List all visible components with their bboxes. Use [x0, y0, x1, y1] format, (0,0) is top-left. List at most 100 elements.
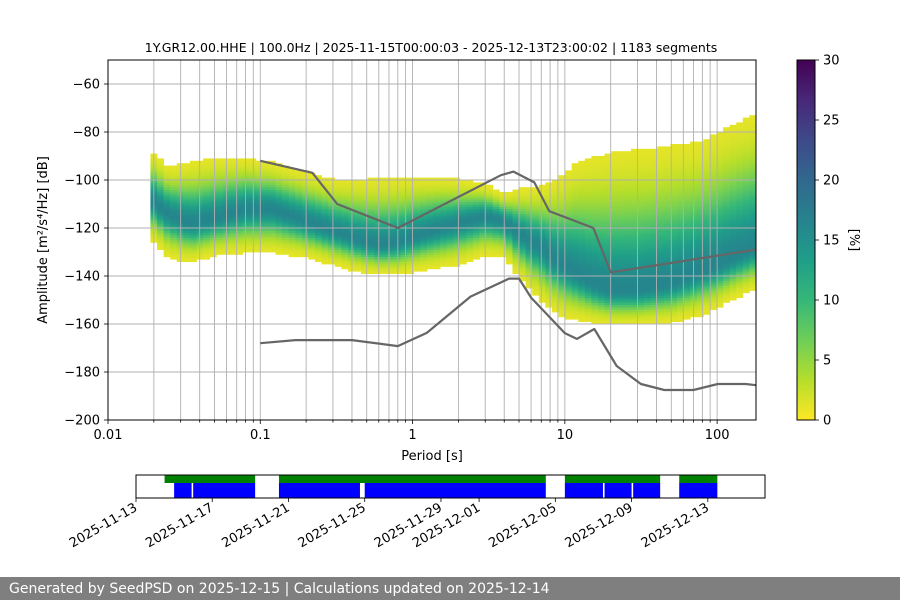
psd-heatmap-cell [453, 192, 461, 195]
psd-heatmap-cell [630, 175, 638, 178]
psd-heatmap-cell [663, 300, 671, 303]
psd-heatmap-cell [716, 184, 724, 188]
psd-heatmap-cell [565, 196, 573, 200]
psd-heatmap-cell [709, 165, 717, 169]
psd-heatmap-cell [446, 220, 454, 224]
psd-heatmap-cell [525, 276, 533, 279]
psd-heatmap-cell [709, 151, 717, 154]
psd-heatmap-cell [742, 187, 750, 190]
psd-heatmap-cell [709, 184, 717, 188]
psd-heatmap-cell [565, 182, 573, 186]
psd-heatmap-cell [387, 199, 395, 202]
psd-heatmap-cell [466, 228, 474, 231]
psd-heatmap-cell [512, 213, 520, 217]
psd-heatmap-cell [209, 201, 217, 205]
psd-heatmap-cell [630, 290, 638, 294]
psd-heatmap-cell [663, 192, 671, 195]
psd-heatmap-cell [453, 218, 461, 222]
psd-heatmap-cell [242, 240, 250, 243]
psd-heatmap-cell [262, 204, 270, 207]
psd-heatmap-cell [236, 211, 243, 214]
psd-heatmap-cell [532, 283, 540, 286]
psd-heatmap-cell [591, 302, 599, 306]
psd-heatmap-cell [611, 259, 619, 262]
psd-heatmap-cell [617, 151, 625, 154]
psd-heatmap-cell [630, 319, 638, 322]
psd-heatmap-cell [657, 309, 665, 313]
psd-heatmap-cell [512, 216, 520, 219]
psd-heatmap-cell [644, 292, 652, 296]
psd-heatmap-cell [170, 194, 178, 198]
psd-heatmap-cell [670, 184, 678, 188]
psd-heatmap-cell [446, 208, 454, 212]
psd-heatmap-cell [742, 230, 750, 234]
psd-heatmap-cell [650, 168, 658, 171]
psd-heatmap-cell [315, 254, 322, 258]
psd-heatmap-cell [709, 139, 717, 142]
psd-heatmap-cell [716, 156, 724, 159]
psd-heatmap-cell [479, 235, 487, 238]
psd-heatmap-cell [440, 187, 448, 190]
psd-heatmap-cell [492, 201, 500, 205]
psd-heatmap-cell [578, 163, 586, 166]
psd-heatmap-cell [183, 177, 191, 181]
psd-heatmap-cell [617, 314, 625, 318]
psd-heatmap-cell [242, 247, 250, 250]
psd-heatmap-cell [598, 163, 606, 166]
psd-heatmap-cell [571, 266, 579, 270]
psd-heatmap-cell [657, 295, 665, 298]
psd-heatmap-cell [347, 184, 355, 188]
psd-heatmap-cell [301, 211, 309, 214]
psd-heatmap-cell [236, 216, 243, 219]
psd-heatmap-cell [183, 189, 191, 193]
psd-heatmap-cell [328, 211, 336, 214]
psd-heatmap-cell [459, 235, 467, 238]
psd-heatmap-cell [584, 220, 592, 224]
psd-heatmap-cell [709, 156, 717, 159]
psd-heatmap-cell [216, 225, 224, 229]
psd-heatmap-cell [519, 249, 527, 253]
psd-heatmap-cell [742, 132, 750, 135]
psd-heatmap-cell [578, 218, 586, 222]
psd-heatmap-cell [380, 218, 388, 222]
psd-heatmap-cell [341, 184, 349, 188]
psd-heatmap-cell [532, 273, 540, 277]
psd-heatmap-cell [532, 254, 540, 258]
psd-heatmap-cell [598, 170, 606, 174]
psd-heatmap-cell [466, 182, 474, 186]
psd-heatmap-cell [591, 321, 599, 325]
psd-heatmap-cell [367, 228, 375, 231]
psd-heatmap-cell [657, 278, 665, 282]
psd-heatmap-cell [650, 247, 658, 250]
psd-heatmap-cell [584, 319, 592, 322]
psd-heatmap-cell [262, 249, 270, 253]
psd-heatmap-cell [736, 124, 744, 128]
psd-heatmap-cell [650, 252, 658, 255]
psd-heatmap-cell [367, 213, 375, 217]
psd-heatmap-cell [347, 220, 355, 224]
psd-heatmap-cell [677, 180, 684, 183]
psd-heatmap-cell [749, 127, 757, 130]
psd-heatmap-cell [183, 182, 191, 186]
x-tick-label: 0.01 [94, 428, 123, 443]
psd-heatmap-cell [729, 271, 737, 274]
psd-heatmap-cell [472, 223, 480, 226]
psd-heatmap-cell [617, 208, 625, 212]
psd-heatmap-cell [578, 170, 586, 174]
psd-heatmap-cell [663, 266, 671, 270]
psd-heatmap-cell [301, 225, 309, 229]
psd-heatmap-cell [551, 220, 559, 224]
psd-heatmap-cell [598, 302, 606, 306]
psd-heatmap-cell [657, 189, 665, 193]
psd-heatmap-cell [301, 201, 309, 205]
psd-heatmap-cell [262, 242, 270, 246]
psd-heatmap-cell [453, 206, 461, 210]
psd-heatmap-cell [558, 196, 566, 200]
psd-heatmap-cell [591, 184, 599, 188]
psd-heatmap-cell [380, 180, 388, 183]
psd-heatmap-cell [512, 264, 520, 267]
psd-heatmap-cell [361, 187, 369, 190]
psd-heatmap-cell [670, 302, 678, 306]
psd-heatmap-cell [308, 192, 316, 195]
psd-heatmap-cell [420, 208, 428, 212]
